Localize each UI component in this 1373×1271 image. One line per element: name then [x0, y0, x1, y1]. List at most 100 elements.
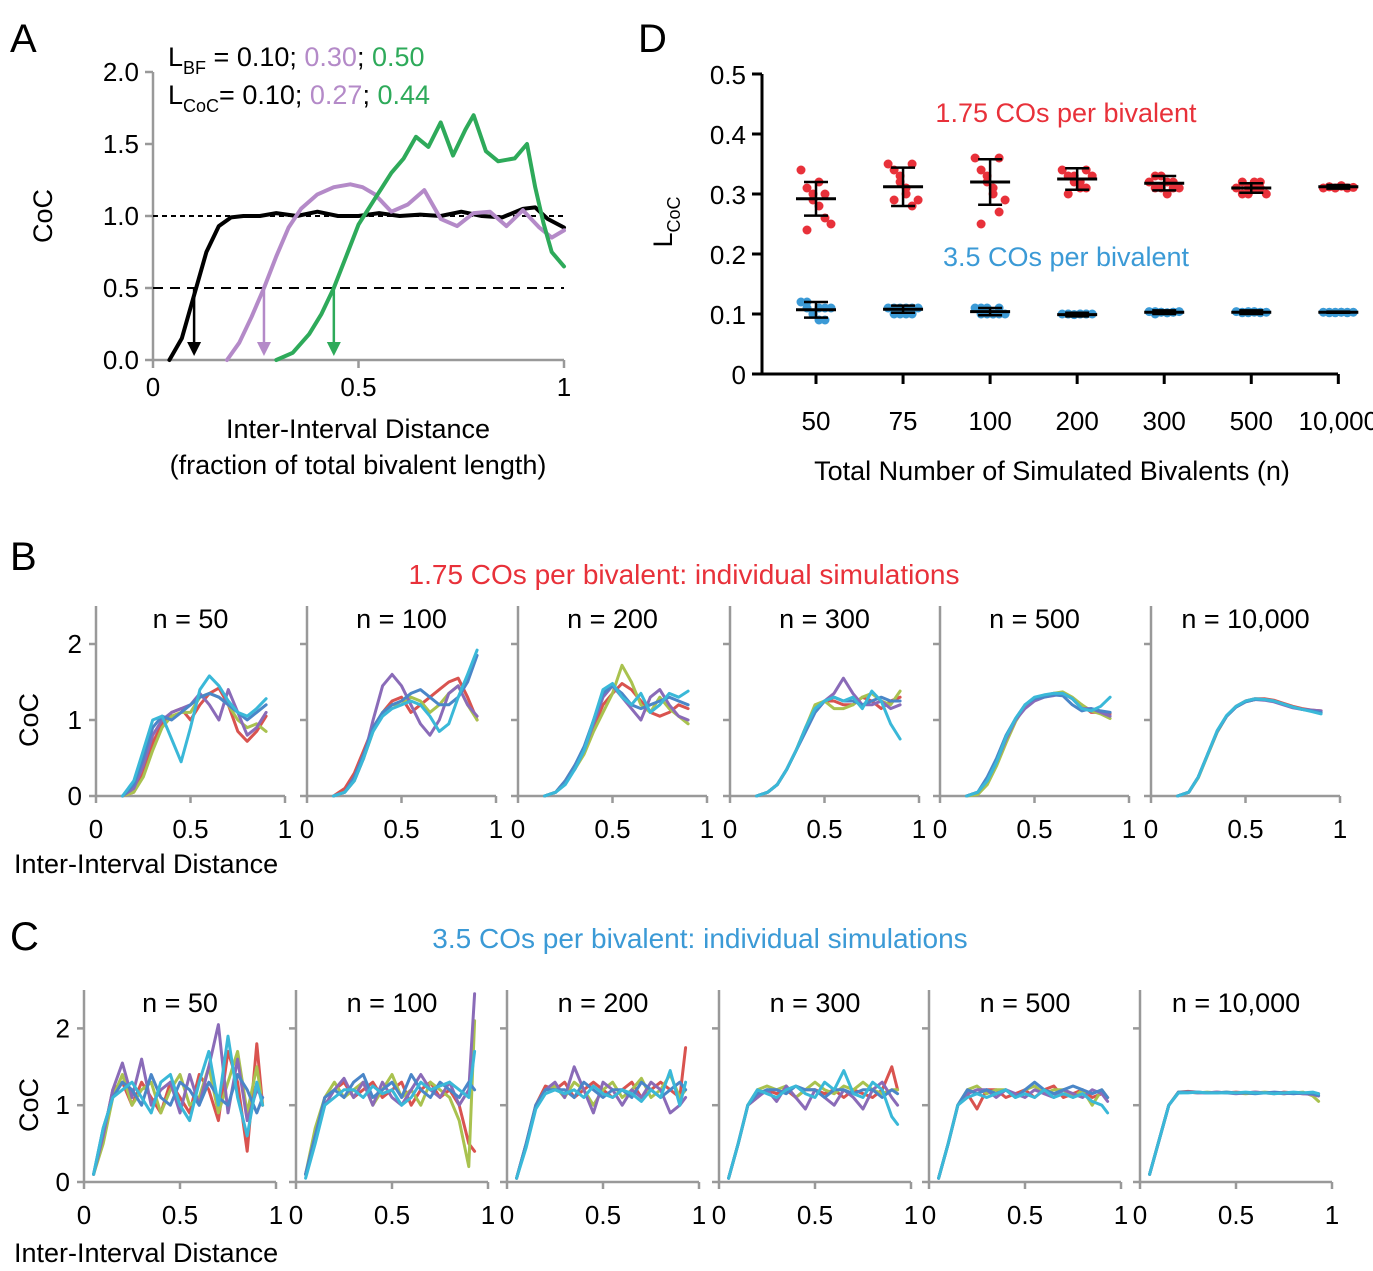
panel-c-y-tick-label: 1 — [56, 1090, 70, 1120]
panel-a-y-tick-label: 0.0 — [103, 345, 139, 375]
panel-c-subplot-title: n = 10,000 — [1172, 988, 1300, 1018]
panel-d: D LCoC Total Number of Simulated Bivalen… — [638, 17, 1373, 486]
lbf-sub: BF — [183, 58, 206, 78]
panel-b-subplot-title: n = 500 — [989, 604, 1080, 634]
panel-d-x-tick-label: 100 — [968, 406, 1011, 436]
panel-b-x-tick-label: 0.5 — [806, 814, 842, 844]
panel-a-arrowhead-purple — [256, 342, 271, 356]
panel-c-series-sim_purple — [92, 1023, 265, 1176]
panel-c-series-sim_blue — [304, 1073, 477, 1176]
panel-d-point-red — [1081, 183, 1091, 193]
panel-c-x-tick-label: 0.5 — [797, 1200, 833, 1230]
panel-c-series-sim_cyan — [1148, 1090, 1321, 1176]
panel-c-x-tick-label: 0 — [289, 1200, 303, 1230]
panel-b-series-sim_blue — [1176, 698, 1323, 798]
panel-c-ylabel: CoC — [14, 1078, 44, 1132]
panel-a-x-tick-label: 0 — [146, 372, 160, 402]
panel-d-y-tick-label: 0.3 — [710, 180, 746, 210]
panel-a-series-green — [274, 113, 566, 362]
panel-d-ylabel: LCoC — [648, 196, 684, 247]
panel-b-series-sim_red — [1176, 697, 1323, 798]
panel-c-series-sim_green — [92, 1049, 265, 1176]
panel-d-point-red — [907, 159, 917, 169]
lbf-prefix: L — [168, 42, 183, 72]
lcoc-value-3: 0.44 — [377, 80, 430, 110]
panel-c-x-tick-label: 1 — [1325, 1200, 1339, 1230]
panel-d-point-red — [889, 195, 899, 205]
panel-a-x-tick-label: 0.5 — [340, 372, 376, 402]
panel-b-x-tick-label: 1 — [1122, 814, 1136, 844]
panel-a-plot: 0.0 0.5 1.0 1.5 2.0 0 0.5 1 — [103, 57, 571, 402]
panel-b-subplot-title: n = 100 — [356, 604, 447, 634]
panel-d-y-tick-label: 0.4 — [710, 120, 746, 150]
panel-a-arrowhead-black — [187, 342, 202, 356]
panel-c-series-sim_red — [1148, 1089, 1321, 1176]
panel-a-letter: A — [10, 17, 37, 61]
panel-b-x-tick-label: 1 — [912, 814, 926, 844]
panel-c-x-tick-label: 0.5 — [585, 1200, 621, 1230]
panel-b-series-sim_purple — [755, 676, 902, 798]
panel-d-point-red — [1057, 165, 1067, 175]
panel-c-series-sim_red — [515, 1046, 688, 1180]
panel-d-x-tick-label: 500 — [1230, 406, 1273, 436]
panel-d-letter: D — [638, 17, 667, 61]
panel-a-series-purple — [225, 182, 566, 362]
panel-b-series-sim_green — [1176, 698, 1323, 798]
panel-d-x-tick-label: 75 — [889, 406, 918, 436]
panel-d-point-red — [820, 189, 830, 199]
panel-b-x-tick-label: 1 — [1333, 814, 1347, 844]
panel-c-series-sim_cyan — [937, 1088, 1110, 1180]
panel-d-ylabel-sub: CoC — [664, 196, 684, 232]
panel-b-y-tick-label: 1 — [68, 705, 82, 735]
panel-d-point-red — [802, 225, 812, 235]
panel-b-subtitle: 1.75 COs per bivalent: individual simula… — [409, 559, 960, 590]
panel-b-series-sim_green — [543, 663, 690, 798]
panel-c-x-tick-label: 1 — [904, 1200, 918, 1230]
panel-b-y-tick-label: 2 — [68, 629, 82, 659]
panel-b-x-tick-label: 1 — [278, 814, 292, 844]
panel-b-series-sim_purple — [1176, 698, 1323, 798]
panel-d-ylabel-prefix: L — [648, 232, 678, 247]
panel-c-series-sim_cyan — [92, 1034, 265, 1176]
panel-b-x-tick-label: 0 — [933, 814, 947, 844]
panel-a-xlabel-1: Inter-Interval Distance — [226, 414, 490, 444]
panel-b-letter: B — [10, 535, 37, 579]
panel-b-xlabel: Inter-Interval Distance — [14, 849, 278, 879]
panel-c-x-tick-label: 1 — [269, 1200, 283, 1230]
panel-b-x-tick-label: 0.5 — [1227, 814, 1263, 844]
panel-c-series-sim_purple — [937, 1088, 1110, 1180]
panel-c: C 3.5 COs per bivalent: individual simul… — [10, 915, 1339, 1268]
lcoc-eq: = 0.10; — [219, 80, 310, 110]
panel-c-series-sim_blue — [92, 1073, 265, 1176]
panel-c-subplot-title: n = 100 — [347, 988, 438, 1018]
panel-d-y-tick-label: 0.5 — [710, 60, 746, 90]
panel-b-x-tick-label: 1 — [489, 814, 503, 844]
panel-d-point-red — [1063, 189, 1073, 199]
panel-a-x-tick-label: 1 — [557, 372, 571, 402]
lcoc-value-2: 0.27 — [310, 80, 363, 110]
panel-c-x-tick-label: 1 — [1114, 1200, 1128, 1230]
lcoc-sub: CoC — [183, 96, 219, 116]
panel-c-series-sim_blue — [1148, 1090, 1321, 1176]
panel-c-subplot-title: n = 300 — [770, 988, 861, 1018]
panel-a-series-black — [167, 205, 566, 362]
panel-b-x-tick-label: 0.5 — [1016, 814, 1052, 844]
panel-d-x-tick-label: 10,000 — [1299, 406, 1373, 436]
panel-c-subplot-title: n = 500 — [980, 988, 1071, 1018]
panel-d-point-red — [1000, 195, 1010, 205]
panel-c-y-tick-label: 2 — [56, 1013, 70, 1043]
panel-b-series-sim_cyan — [965, 691, 1112, 798]
panel-c-subplot-title: n = 200 — [558, 988, 649, 1018]
lbf-eq: = 0.10; — [206, 42, 304, 72]
panel-c-x-tick-label: 1 — [692, 1200, 706, 1230]
panel-d-x-tick-label: 200 — [1055, 406, 1098, 436]
panel-b-series-sim_cyan — [755, 689, 902, 798]
lbf-value-2: 0.30 — [304, 42, 357, 72]
panel-c-x-tick-label: 0.5 — [374, 1200, 410, 1230]
panel-c-y-tick-label: 0 — [56, 1167, 70, 1197]
lbf-sep: ; — [357, 42, 372, 72]
panel-d-point-red — [976, 219, 986, 229]
panel-b-series-sim_cyan — [332, 648, 479, 798]
